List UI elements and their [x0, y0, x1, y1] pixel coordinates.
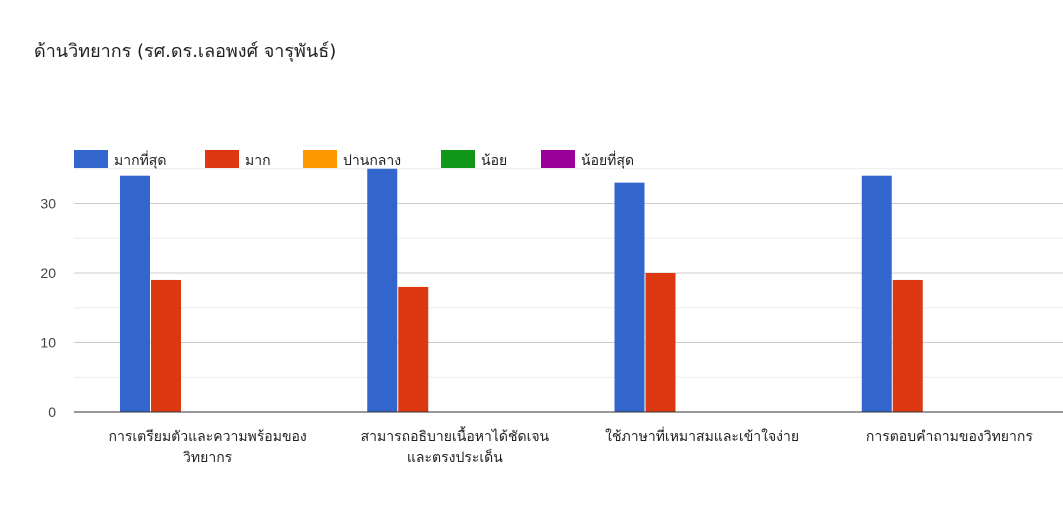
- bar-much-3: [645, 273, 676, 412]
- y-tick-label: 10: [40, 335, 56, 351]
- bars: [120, 168, 923, 412]
- bar-most-3: [614, 182, 645, 412]
- bar-much-2: [398, 286, 429, 412]
- bar-most-4: [861, 175, 892, 412]
- legend-swatch: [74, 150, 108, 168]
- y-tick-label: 0: [48, 404, 56, 420]
- legend-swatch: [441, 150, 475, 168]
- bar-much-4: [892, 279, 923, 412]
- legend-label: มาก: [245, 153, 271, 169]
- legend-swatch: [303, 150, 337, 168]
- y-tick-label: 30: [40, 196, 56, 212]
- category-label: การเตรียมตัวและความพร้อมของวิทยากร: [108, 429, 306, 466]
- bar-much-1: [151, 279, 181, 412]
- legend-swatch: [541, 150, 575, 168]
- category-label: ใช้ภาษาที่เหมาสมและเข้าใจง่าย: [605, 427, 799, 445]
- legend-item[interactable]: น้อย: [441, 150, 507, 169]
- legend-label: น้อย: [481, 153, 507, 169]
- legend-item[interactable]: ปานกลาง: [303, 150, 401, 169]
- legend: มากที่สุด มาก ปานกลาง น้อย น้อยที่สุด: [74, 150, 634, 169]
- chart-title: ด้านวิทยากร (รศ.ดร.เลอพงศ์ จารุพันธ์): [34, 41, 337, 62]
- bar-most-1: [120, 175, 150, 412]
- category-label: การตอบคำถามของวิทยากร: [866, 429, 1033, 445]
- y-axis-ticks: 0 10 20 30: [40, 196, 56, 421]
- x-axis-labels: การเตรียมตัวและความพร้อมของวิทยากร สามารถ…: [108, 426, 1033, 466]
- legend-item[interactable]: มากที่สุด: [74, 150, 166, 169]
- legend-label: ปานกลาง: [343, 153, 401, 169]
- legend-item[interactable]: น้อยที่สุด: [541, 150, 634, 169]
- legend-label: น้อยที่สุด: [581, 151, 634, 169]
- legend-item[interactable]: มาก: [205, 150, 271, 169]
- y-tick-label: 20: [40, 265, 56, 281]
- legend-label: มากที่สุด: [114, 151, 166, 169]
- bar-most-2: [367, 168, 398, 412]
- legend-swatch: [205, 150, 239, 168]
- category-label: สามารถอธิบายเนื้อหาได้ชัดเจนและตรงประเด็…: [361, 426, 550, 466]
